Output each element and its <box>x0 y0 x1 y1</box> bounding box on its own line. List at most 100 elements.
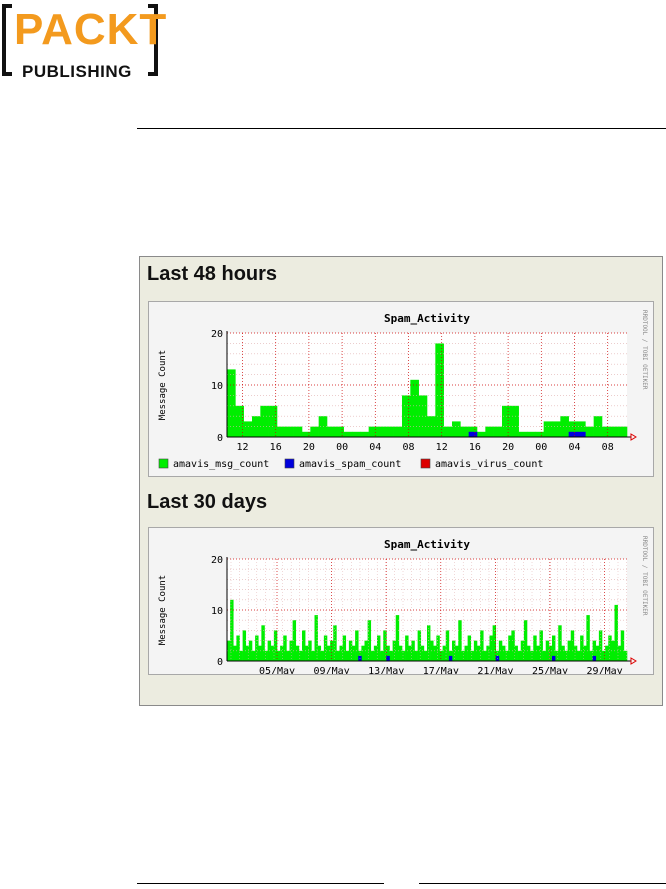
bar-msg-count <box>485 426 494 437</box>
bar-spam-count <box>448 655 453 661</box>
bar-msg-count <box>268 405 278 437</box>
bar-msg-count <box>295 645 300 661</box>
bar-msg-count <box>533 635 537 661</box>
bar-msg-count <box>392 640 397 661</box>
bar-msg-count <box>408 645 412 661</box>
bar-msg-count <box>245 645 250 661</box>
bar-msg-count <box>602 426 611 437</box>
bar-msg-count <box>593 416 603 437</box>
bar-msg-count <box>361 645 365 661</box>
bar-msg-count <box>477 645 481 661</box>
bar-msg-count <box>455 645 459 661</box>
bar-msg-count <box>486 645 490 661</box>
bar-msg-count <box>389 650 393 661</box>
bar-msg-count <box>542 650 547 661</box>
bar-msg-count <box>292 620 297 661</box>
bar-msg-count <box>605 645 609 661</box>
bar-msg-count <box>373 645 378 661</box>
bar-msg-count <box>477 431 486 437</box>
bar-msg-count <box>342 635 347 661</box>
bar-msg-count <box>386 645 390 661</box>
bar-msg-count <box>258 645 262 661</box>
bar-msg-count <box>580 635 584 661</box>
y-tick-label: 0 <box>217 433 223 444</box>
bar-msg-count <box>261 625 265 661</box>
bar-msg-count <box>585 426 594 437</box>
bar-msg-count <box>230 599 234 661</box>
bar-spam-count <box>577 431 586 437</box>
bar-msg-count <box>617 645 622 661</box>
bar-msg-count <box>433 645 437 661</box>
bar-msg-count <box>473 640 478 661</box>
logo-brand: PACKT <box>14 5 168 54</box>
bar-msg-count <box>610 426 619 437</box>
bar-msg-count <box>352 645 356 661</box>
bar-msg-count <box>395 615 400 661</box>
bar-msg-count <box>439 650 443 661</box>
logo-subtitle: PUBLISHING <box>22 62 132 81</box>
bar-msg-count <box>417 630 422 661</box>
bar-msg-count <box>393 426 403 437</box>
bar-msg-count <box>586 615 590 661</box>
x-tick-label: 08 <box>402 442 414 453</box>
bar-msg-count <box>561 645 565 661</box>
bar-msg-count <box>248 640 253 661</box>
bar-msg-count <box>505 650 509 661</box>
bar-msg-count <box>280 645 284 661</box>
bar-msg-count <box>298 650 303 661</box>
bar-msg-count <box>423 650 428 661</box>
bar-msg-count <box>573 645 578 661</box>
bar-msg-count <box>552 421 561 437</box>
x-tick-label: 17/May <box>423 666 459 674</box>
bar-msg-count <box>602 650 606 661</box>
bar-msg-count <box>368 426 378 437</box>
bar-msg-count <box>452 640 456 661</box>
bar-msg-count <box>310 426 319 437</box>
x-tick-label: 09/May <box>314 666 350 674</box>
bar-spam-count <box>386 655 390 661</box>
bar-msg-count <box>260 405 269 437</box>
legend-swatch <box>158 458 169 469</box>
bar-msg-count <box>377 426 386 437</box>
stats-panel: Last 48 hours Spam_Activity Message Count… <box>139 256 663 706</box>
bar-msg-count <box>435 343 444 437</box>
bar-msg-count <box>589 650 593 661</box>
y-axis-label: Message Count <box>158 350 168 420</box>
bar-msg-count <box>502 645 506 661</box>
bar-msg-count <box>293 426 303 437</box>
bar-msg-count <box>314 615 318 661</box>
bar-msg-count <box>539 630 543 661</box>
bar-msg-count <box>333 625 337 661</box>
bar-msg-count <box>317 645 322 661</box>
legend-label: amavis_virus_count <box>435 459 543 470</box>
bar-msg-count <box>327 426 336 437</box>
legend-swatch <box>420 458 431 469</box>
x-tick-label: 20 <box>502 442 514 453</box>
bar-msg-count <box>414 650 418 661</box>
bar-msg-count <box>555 650 559 661</box>
bar-msg-count <box>383 630 387 661</box>
section-title-30d: Last 30 days <box>147 491 268 513</box>
bar-spam-count <box>552 655 556 661</box>
x-tick-label: 13/May <box>368 666 404 674</box>
bar-msg-count <box>611 640 615 661</box>
bar-msg-count <box>548 645 553 661</box>
bar-spam-count <box>468 431 478 437</box>
bar-msg-count <box>273 630 278 661</box>
bar-msg-count <box>493 426 503 437</box>
bar-msg-count <box>327 645 331 661</box>
rrdtool-credit: RRDTOOL / TOBI OETIKER <box>641 536 648 616</box>
bar-msg-count <box>302 431 311 437</box>
bar-msg-count <box>252 416 261 437</box>
bar-msg-count <box>443 426 453 437</box>
footer-rule-left <box>137 883 384 884</box>
bar-msg-count <box>385 426 394 437</box>
bar-msg-count <box>252 650 256 661</box>
y-tick-label: 0 <box>217 657 223 668</box>
bar-msg-count <box>311 650 315 661</box>
bar-msg-count <box>442 645 447 661</box>
y-tick-label: 20 <box>211 555 223 566</box>
bar-msg-count <box>511 630 515 661</box>
bar-msg-count <box>445 630 450 661</box>
bar-msg-count <box>595 645 600 661</box>
